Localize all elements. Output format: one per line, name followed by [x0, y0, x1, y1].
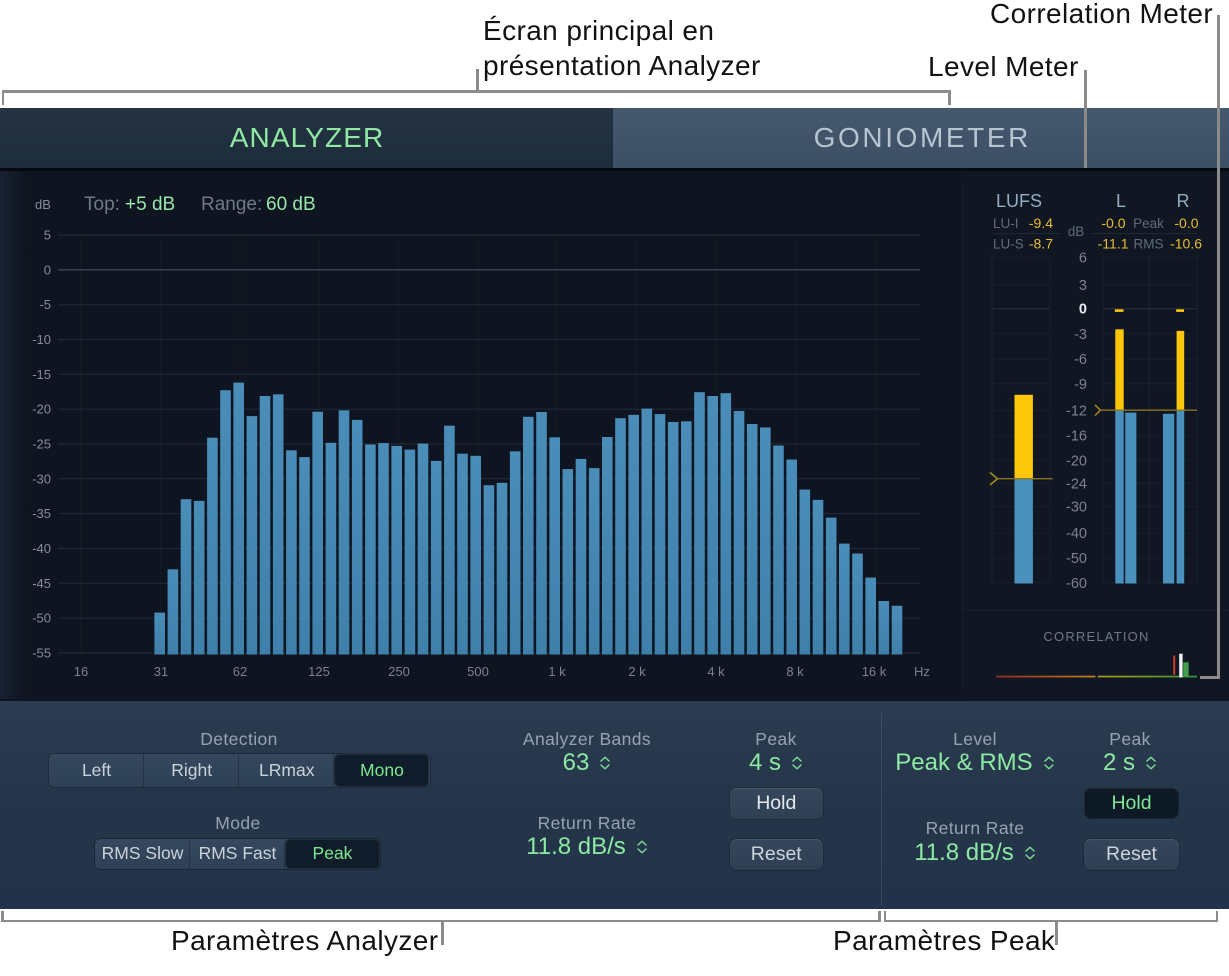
svg-text:L: L [1116, 191, 1126, 211]
svg-text:dB: dB [35, 197, 51, 212]
svg-text:CORRELATION: CORRELATION [1043, 629, 1149, 644]
svg-text:-10: -10 [32, 332, 51, 347]
svg-text:LU-I: LU-I [993, 216, 1019, 231]
svg-text:-30: -30 [1066, 500, 1087, 516]
svg-text:250: 250 [388, 664, 410, 679]
svg-text:Range:: Range: [201, 194, 262, 215]
svg-text:-16: -16 [1066, 428, 1087, 444]
svg-text:-5: -5 [39, 297, 51, 312]
svg-text:-55: -55 [32, 646, 51, 661]
svg-text:60 dB: 60 dB [266, 194, 316, 215]
svg-text:Hz: Hz [914, 664, 930, 679]
svg-text:0: 0 [1079, 302, 1087, 318]
svg-text:16 k: 16 k [862, 664, 887, 679]
svg-text:-12: -12 [1066, 403, 1087, 419]
svg-text:-8.7: -8.7 [1029, 236, 1053, 252]
svg-text:-6: -6 [1074, 352, 1087, 368]
svg-text:125: 125 [308, 664, 330, 679]
svg-text:0: 0 [44, 262, 51, 277]
svg-text:RMS: RMS [1134, 237, 1164, 252]
svg-text:-9.4: -9.4 [1029, 215, 1053, 231]
svg-text:dB: dB [1068, 224, 1085, 239]
svg-text:-40: -40 [1066, 526, 1087, 542]
svg-text:8 k: 8 k [786, 664, 804, 679]
svg-text:+5 dB: +5 dB [125, 194, 175, 215]
svg-text:-24: -24 [1066, 476, 1087, 492]
svg-text:4 k: 4 k [707, 664, 725, 679]
svg-text:-9: -9 [1074, 377, 1087, 393]
svg-text:2 k: 2 k [628, 664, 646, 679]
svg-text:1 k: 1 k [548, 664, 566, 679]
svg-text:3: 3 [1079, 278, 1087, 294]
svg-text:62: 62 [233, 664, 247, 679]
svg-text:-60: -60 [1066, 576, 1087, 592]
svg-text:LUFS: LUFS [996, 191, 1042, 211]
svg-text:-20: -20 [1066, 453, 1087, 469]
svg-text:-20: -20 [32, 402, 51, 417]
svg-text:16: 16 [74, 664, 88, 679]
svg-text:-40: -40 [32, 541, 51, 556]
svg-text:LU-S: LU-S [993, 237, 1024, 252]
svg-text:500: 500 [467, 664, 489, 679]
svg-text:-3: -3 [1074, 327, 1087, 343]
svg-text:Peak: Peak [1133, 216, 1164, 231]
svg-text:-0.0: -0.0 [1174, 215, 1198, 231]
svg-text:-0.0: -0.0 [1101, 215, 1125, 231]
svg-text:-11.1: -11.1 [1098, 236, 1129, 252]
svg-text:-35: -35 [32, 506, 51, 521]
svg-text:-45: -45 [32, 576, 51, 591]
svg-text:6: 6 [1079, 250, 1087, 266]
svg-text:-10.6: -10.6 [1170, 236, 1202, 252]
svg-text:-50: -50 [32, 611, 51, 626]
svg-text:-15: -15 [32, 367, 51, 382]
svg-text:Top:: Top: [84, 194, 120, 215]
svg-text:R: R [1177, 191, 1190, 211]
svg-text:-25: -25 [32, 437, 51, 452]
svg-text:-30: -30 [32, 471, 51, 486]
svg-text:31: 31 [154, 664, 168, 679]
svg-text:5: 5 [44, 228, 51, 243]
svg-text:-50: -50 [1066, 551, 1087, 567]
